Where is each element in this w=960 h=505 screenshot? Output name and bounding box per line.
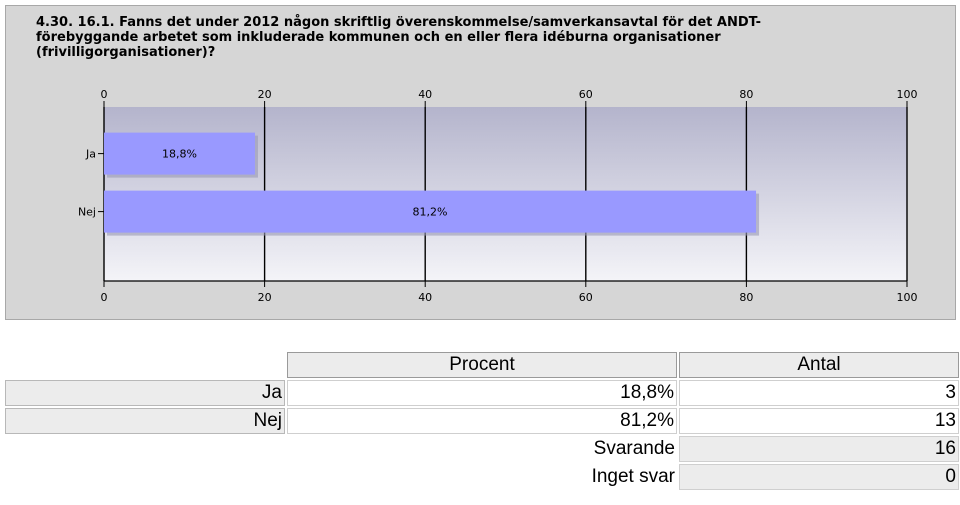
bar — [104, 132, 255, 175]
stat-label-svarande: Svarande — [593, 438, 675, 459]
stats-row: Inget svar 0 — [5, 464, 959, 490]
bar — [104, 190, 757, 233]
table-header-row: Procent Antal — [5, 352, 959, 378]
antal-cell: 3 — [679, 380, 959, 406]
row-label: Ja — [5, 380, 285, 406]
stat-value-inget-svar: 0 — [679, 464, 959, 490]
x-tick-label-top: 100 — [897, 88, 918, 101]
stats-row: Svarande 16 — [5, 436, 959, 462]
table-row: Ja 18,8% 3 — [5, 380, 959, 406]
table-row: Nej 81,2% 13 — [5, 408, 959, 434]
header-procent: Procent — [287, 352, 677, 378]
bar-value-label: 81,2% — [413, 206, 448, 219]
bar-value-label: 18,8% — [162, 148, 197, 161]
x-tick-label-top: 0 — [101, 88, 108, 101]
x-tick-label-bottom: 0 — [101, 291, 108, 304]
x-tick-label-bottom: 20 — [258, 291, 272, 304]
x-tick-label-top: 60 — [579, 88, 593, 101]
x-tick-label-bottom: 100 — [897, 291, 918, 304]
procent-cell: 81,2% — [287, 408, 677, 434]
x-tick-label-top: 20 — [258, 88, 272, 101]
procent-cell: 18,8% — [287, 380, 677, 406]
y-category-label: Ja — [85, 148, 96, 161]
stat-label-inget-svar: Inget svar — [591, 466, 675, 487]
x-tick-label-bottom: 80 — [739, 291, 753, 304]
header-empty-cell — [5, 352, 285, 378]
bar-chart: 18,8% 81,2% 0 0 20 20 40 40 60 60 80 80 100 100 Ja Nej — [78, 88, 918, 304]
chart-title: 4.30. 16.1. Fanns det under 2012 någon s… — [36, 15, 761, 60]
x-tick-label-bottom: 40 — [418, 291, 432, 304]
row-label: Nej — [5, 408, 285, 434]
x-tick-label-top: 40 — [418, 88, 432, 101]
x-tick-label-bottom: 60 — [579, 291, 593, 304]
stat-value-svarande: 16 — [679, 436, 959, 462]
header-antal: Antal — [679, 352, 959, 378]
y-category-label: Nej — [78, 206, 96, 219]
x-tick-label-top: 80 — [739, 88, 753, 101]
antal-cell: 13 — [679, 408, 959, 434]
chart-panel: 4.30. 16.1. Fanns det under 2012 någon s… — [5, 5, 956, 320]
summary-table: Procent Antal Ja 18,8% 3 Nej 81,2% 13 Sv… — [3, 350, 960, 492]
